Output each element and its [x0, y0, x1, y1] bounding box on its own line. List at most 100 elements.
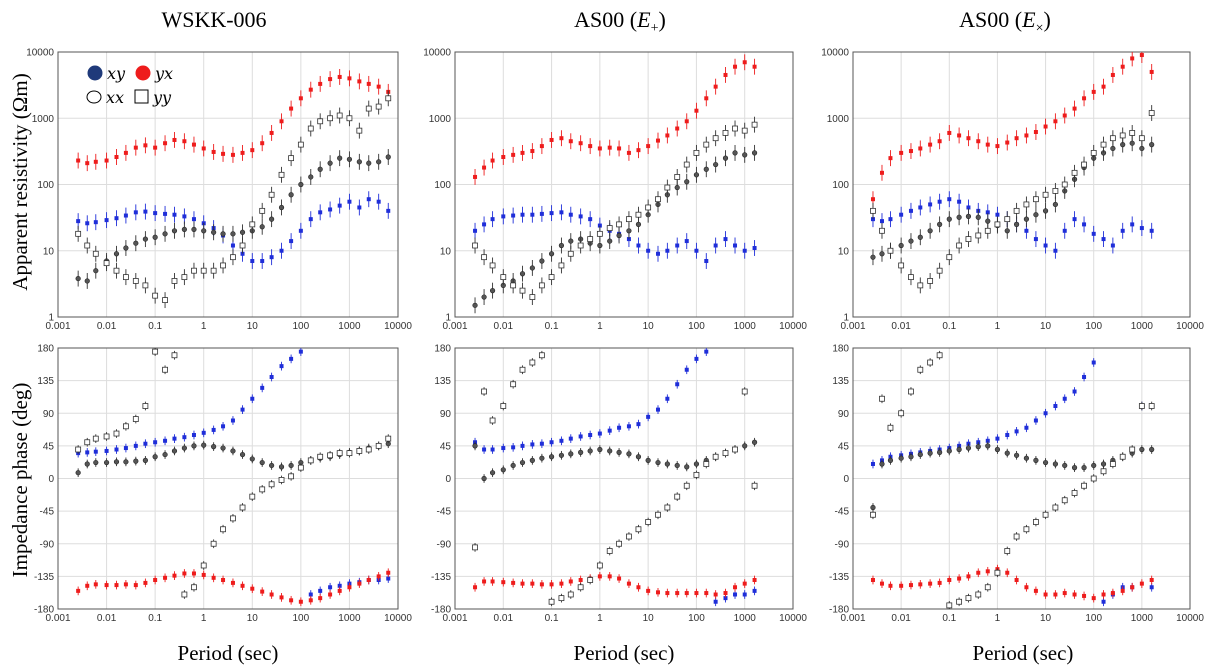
point-yx — [1101, 84, 1106, 89]
point-xy — [1149, 585, 1154, 590]
point-yx — [752, 64, 757, 69]
point-yy — [1004, 548, 1011, 554]
point-xx — [1004, 450, 1010, 456]
point-yx — [684, 591, 689, 596]
point-yx — [76, 158, 81, 163]
point-yy — [230, 254, 236, 261]
point-yy — [664, 184, 671, 191]
point-yx — [93, 159, 98, 164]
y-tick-label: 1 — [445, 313, 451, 324]
point-yy — [732, 125, 738, 132]
point-xx — [220, 231, 226, 237]
point-yy — [626, 216, 632, 223]
point-yx — [908, 149, 913, 154]
point-xx — [751, 150, 758, 156]
legend-marker-yx — [135, 65, 151, 81]
point-yy — [1013, 533, 1020, 540]
point-yy — [1100, 468, 1107, 475]
point-yx — [1024, 133, 1029, 138]
point-xy — [1101, 599, 1106, 604]
point-xy — [985, 210, 990, 215]
point-yx — [133, 145, 138, 150]
legend-label-yy: yy — [152, 88, 172, 107]
point-yx — [1110, 72, 1115, 77]
point-xx — [965, 445, 972, 451]
point-yy — [616, 221, 622, 228]
point-yx — [568, 139, 573, 144]
point-yx — [211, 575, 216, 580]
point-xx — [607, 448, 613, 454]
point-xy — [723, 596, 728, 601]
y-tick-label: 45 — [838, 441, 850, 452]
point-xy — [1033, 237, 1038, 242]
point-yy — [994, 221, 1001, 228]
point-xx — [103, 459, 110, 466]
point-yy — [191, 584, 197, 591]
point-xx — [75, 470, 81, 476]
point-xy — [646, 248, 651, 253]
point-xy — [511, 213, 516, 218]
point-yy — [703, 461, 710, 467]
point-xy — [260, 385, 265, 390]
point-yy — [1061, 497, 1068, 504]
point-yx — [1149, 69, 1154, 74]
point-xy — [473, 228, 478, 233]
point-yy — [84, 242, 91, 249]
point-yy — [122, 423, 129, 430]
point-xy — [1053, 248, 1058, 253]
point-xx — [385, 154, 391, 160]
point-yx — [626, 581, 631, 586]
y-tick-label: 0 — [445, 474, 451, 485]
point-xy — [172, 436, 177, 441]
point-xx — [123, 245, 129, 251]
x-tick-label: 100 — [293, 321, 310, 332]
point-xx — [1149, 446, 1155, 453]
point-xx — [1110, 145, 1116, 152]
y-tick-label: 135 — [434, 376, 451, 387]
point-xy — [655, 407, 660, 412]
point-yy — [870, 511, 876, 518]
legend: xy yx xx yy — [86, 64, 173, 107]
x-tick-label: 100 — [1085, 321, 1102, 332]
point-xx — [181, 226, 187, 233]
point-xx — [239, 229, 246, 235]
point-yx — [559, 581, 564, 586]
point-yx — [240, 150, 245, 155]
point-yy — [259, 207, 266, 214]
x-tick-label: 0.001 — [840, 613, 865, 624]
x-tick-label: 10 — [1040, 321, 1052, 332]
point-xy — [636, 422, 641, 427]
point-xx — [337, 155, 343, 161]
point-xy — [947, 197, 952, 202]
point-yy — [751, 482, 758, 489]
x-tick-label: 0.001 — [442, 613, 467, 624]
point-xx — [870, 504, 876, 511]
point-xy — [957, 199, 962, 204]
point-yy — [385, 435, 392, 442]
point-yx — [123, 150, 128, 155]
point-yx — [976, 570, 981, 575]
point-yx — [1005, 570, 1010, 575]
point-yy — [558, 595, 565, 602]
y-tick-label: 135 — [832, 376, 849, 387]
y-tick-label: 180 — [37, 344, 54, 355]
plot-frame — [57, 347, 399, 610]
point-yx — [1082, 593, 1087, 598]
legend-label-xx: xx — [106, 88, 124, 107]
point-yx — [995, 144, 1000, 149]
point-yx — [636, 148, 641, 153]
point-xx — [548, 251, 555, 257]
point-yy — [297, 141, 304, 148]
point-yx — [1139, 581, 1144, 586]
panel-6: 0.001 0.01 0.1 1 10 100 1000 10000 -180 -135 -90 -4… — [829, 344, 1204, 625]
point-xx — [113, 459, 120, 465]
point-yx — [191, 142, 196, 147]
point-xx — [201, 228, 207, 234]
y-tick-label: 10 — [440, 246, 452, 257]
point-yx — [607, 145, 612, 150]
point-yx — [511, 580, 516, 585]
point-yx — [318, 81, 323, 86]
point-yy — [917, 366, 924, 373]
point-xx — [317, 166, 323, 172]
point-yy — [327, 115, 334, 122]
